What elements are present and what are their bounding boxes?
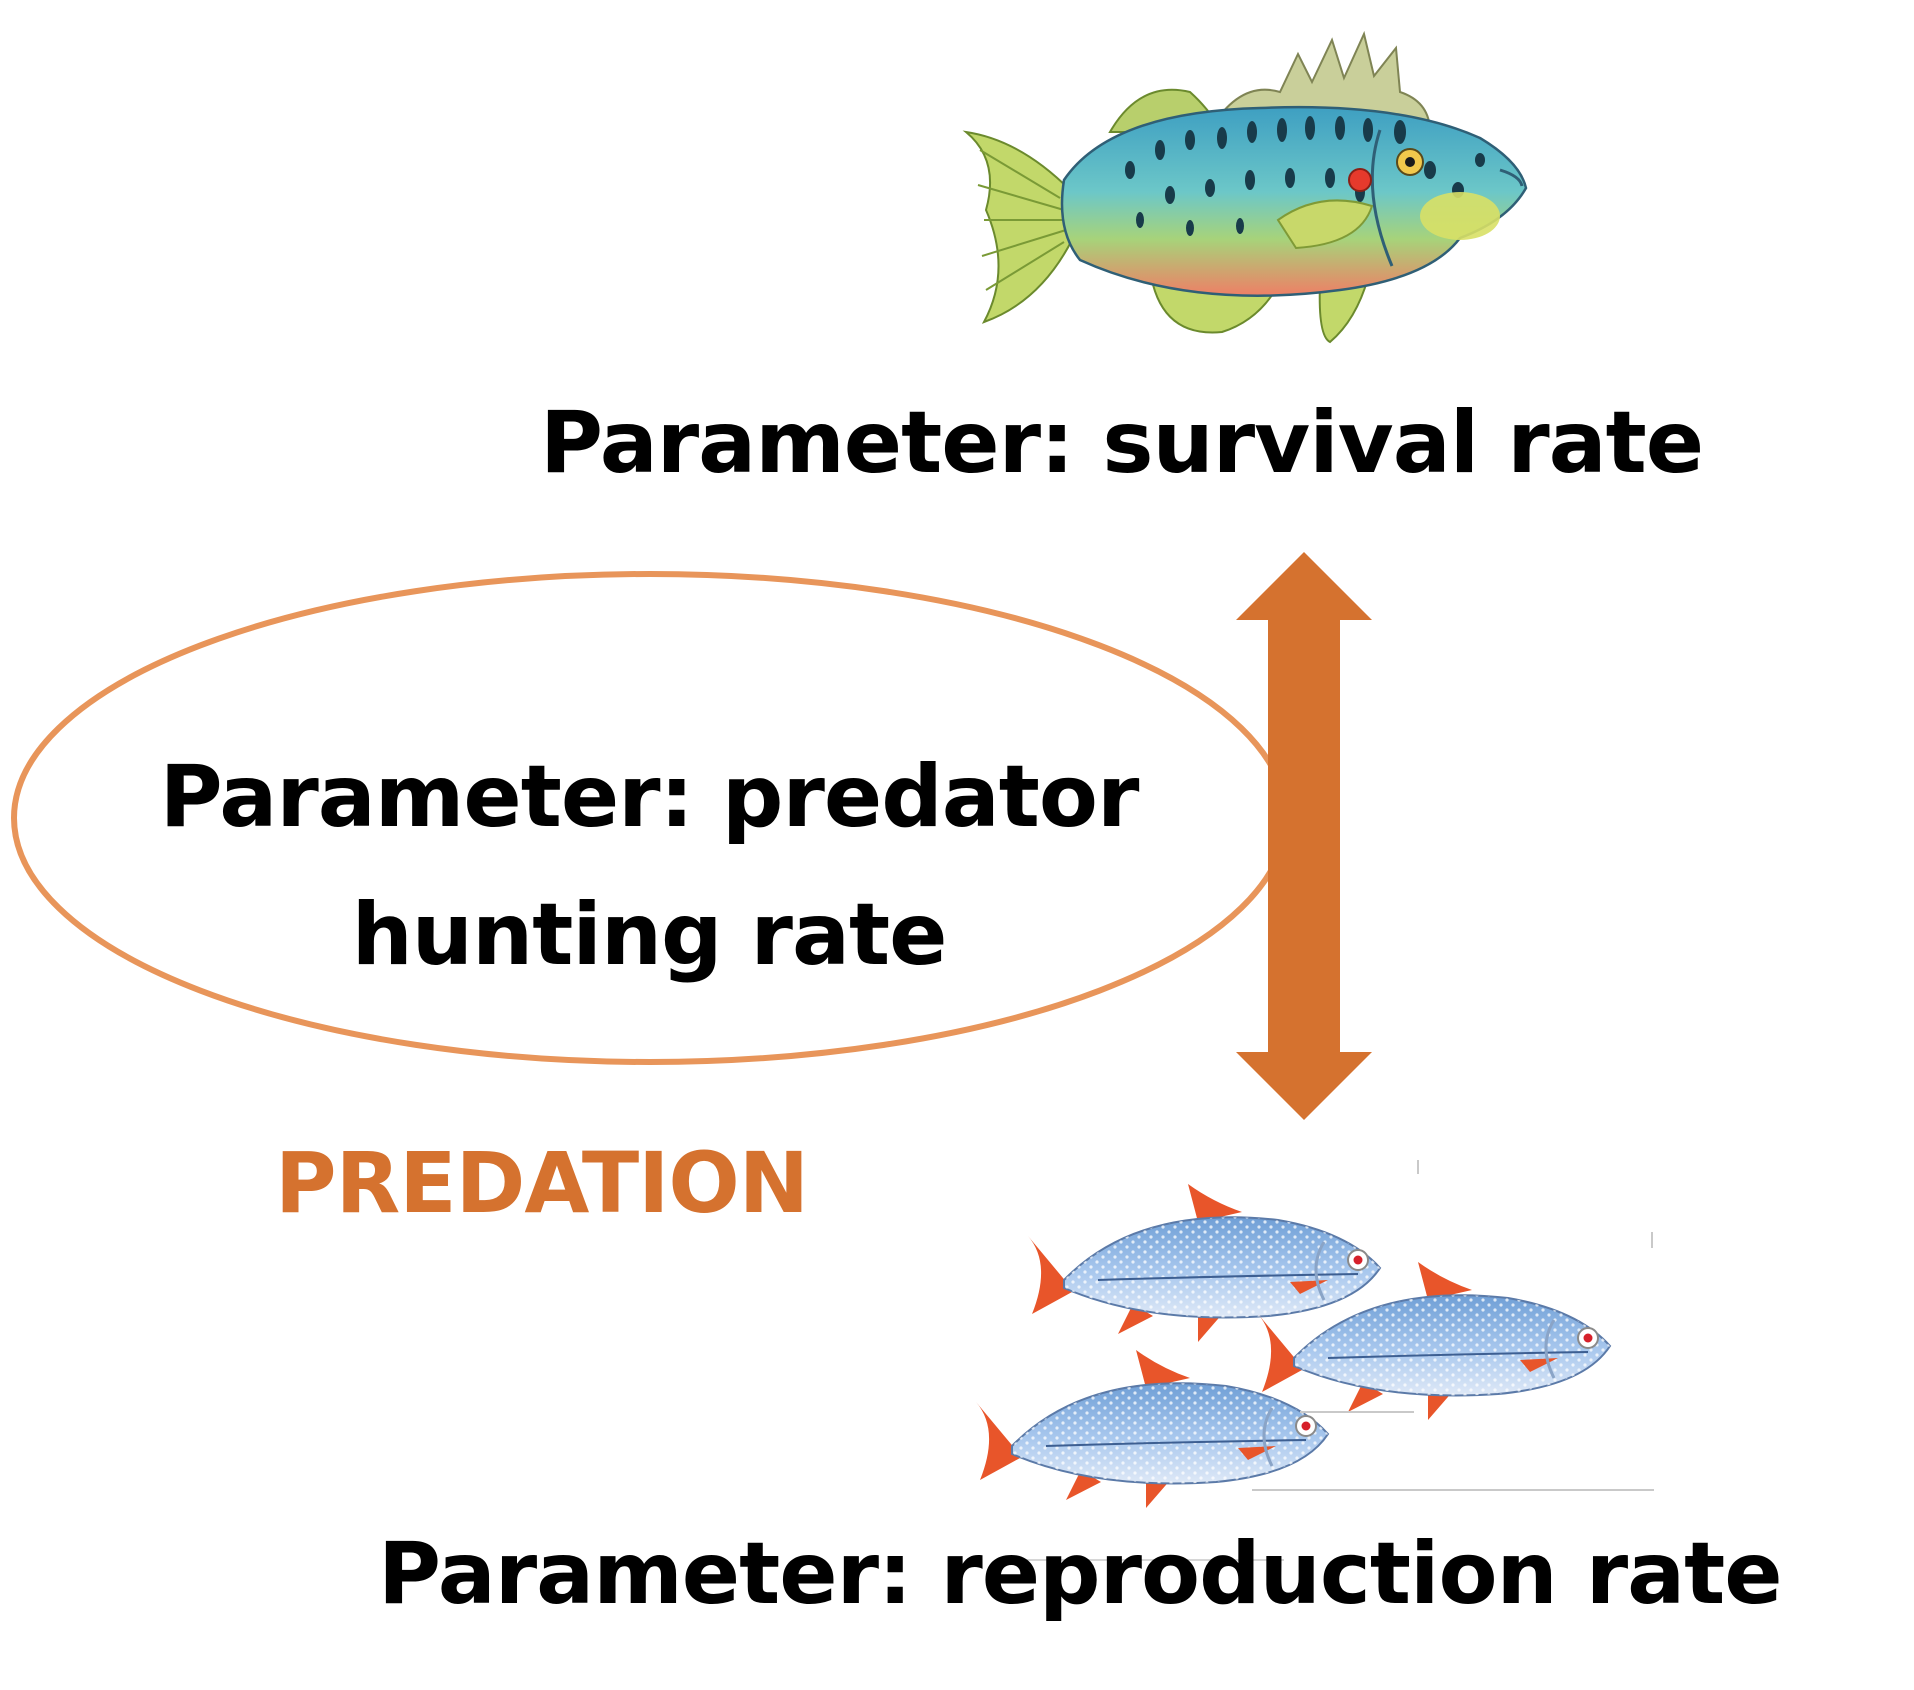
reproduction-rate-label: Parameter: reproduction rate bbox=[378, 1524, 1783, 1624]
predator-hunting-rate-line-2: hunting rate bbox=[351, 885, 948, 985]
sunfish-icon bbox=[962, 30, 1528, 344]
double-headed-arrow bbox=[1236, 552, 1372, 1120]
predator-hunting-rate-label: Parameter: predator hunting rate bbox=[18, 728, 1280, 1004]
minnow-school-icon bbox=[974, 1160, 1654, 1561]
survival-rate-label: Parameter: survival rate bbox=[540, 393, 1704, 493]
predator-hunting-rate-line-1: Parameter: predator bbox=[159, 747, 1140, 847]
predation-label: PREDATION bbox=[275, 1134, 809, 1232]
